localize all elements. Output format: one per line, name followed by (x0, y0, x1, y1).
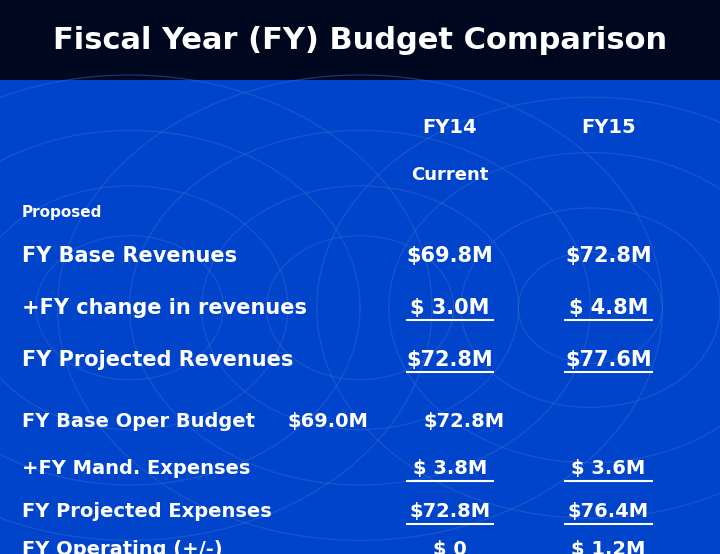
Text: $ 3.0M: $ 3.0M (410, 297, 490, 317)
Text: +FY Mand. Expenses: +FY Mand. Expenses (22, 459, 250, 478)
Text: $ 3.6M: $ 3.6M (571, 459, 646, 478)
Text: $77.6M: $77.6M (565, 350, 652, 370)
Text: $69.0M: $69.0M (287, 412, 368, 431)
Text: FY Base Oper Budget: FY Base Oper Budget (22, 412, 255, 431)
Text: $69.8M: $69.8M (407, 245, 493, 265)
Text: $ 1.2M: $ 1.2M (571, 540, 646, 554)
Text: FY Operating (+/-): FY Operating (+/-) (22, 540, 222, 554)
Text: FY15: FY15 (581, 118, 636, 137)
Text: FY Base Revenues: FY Base Revenues (22, 245, 237, 265)
Text: Fiscal Year (FY) Budget Comparison: Fiscal Year (FY) Budget Comparison (53, 25, 667, 55)
Text: $72.8M: $72.8M (410, 502, 490, 521)
Text: FY Projected Expenses: FY Projected Expenses (22, 502, 271, 521)
Text: $72.8M: $72.8M (565, 245, 652, 265)
Text: FY14: FY14 (423, 118, 477, 137)
Text: $76.4M: $76.4M (568, 502, 649, 521)
Text: $ 3.8M: $ 3.8M (413, 459, 487, 478)
Text: Current: Current (411, 166, 489, 184)
Text: Proposed: Proposed (22, 206, 102, 220)
Text: $ 0: $ 0 (433, 540, 467, 554)
Text: $72.8M: $72.8M (407, 350, 493, 370)
Text: +FY change in revenues: +FY change in revenues (22, 297, 307, 317)
Bar (0, 80, 720, 554)
Text: $ 4.8M: $ 4.8M (569, 297, 648, 317)
Text: $72.8M: $72.8M (424, 412, 505, 431)
Text: FY Projected Revenues: FY Projected Revenues (22, 350, 293, 370)
